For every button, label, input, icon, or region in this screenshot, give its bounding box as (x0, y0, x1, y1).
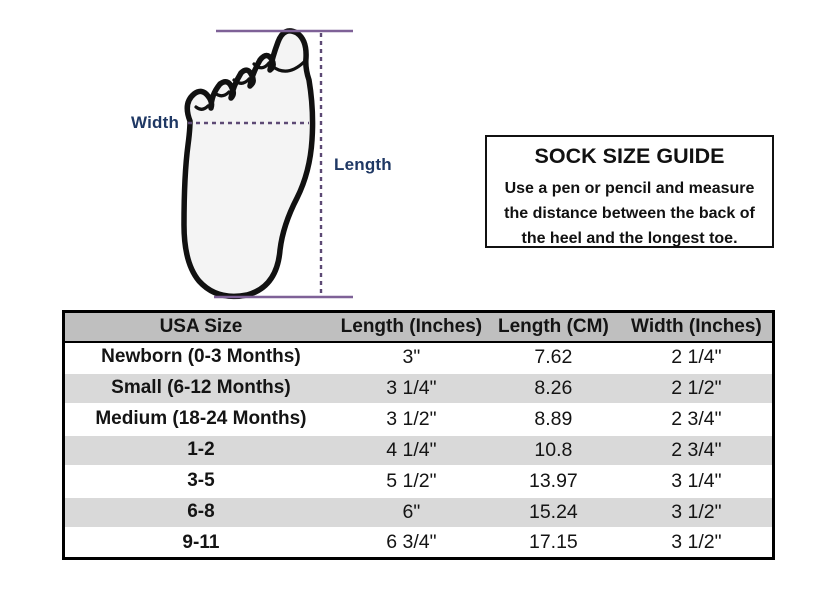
cell-usa-size: Newborn (0-3 Months) (101, 346, 301, 367)
table-header-row: USA Size Length (Inches) Length (CM) Wid… (63, 311, 774, 343)
guide-instruction-line: Use a pen or pencil and measure (504, 180, 755, 197)
toe-crease-fourth (213, 90, 231, 98)
cell-width-inches: 2 3/4" (671, 407, 722, 430)
cell-width-inches: 3 1/2" (671, 531, 722, 554)
foot-outline (181, 28, 316, 300)
cell-width-inches: 3 1/4" (671, 469, 722, 492)
table-row: 1-2 4 1/4" 10.8 2 3/4" (63, 434, 774, 466)
cell-length-cm: 13.97 (528, 469, 578, 492)
table-row: 9-11 6 3/4" 17.15 3 1/2" (63, 527, 774, 559)
width-label: Width (131, 113, 180, 132)
cell-length-cm: 8.89 (534, 407, 573, 430)
length-label: Length (334, 155, 392, 174)
cell-length-inches: 6 3/4" (386, 531, 437, 554)
sock-size-guide-box: SOCK SIZE GUIDE Use a pen or pencil and … (485, 135, 774, 248)
guide-instruction-line: the distance between the back of (504, 205, 755, 222)
table-row: Newborn (0-3 Months) 3" 7.62 2 1/4" (63, 341, 774, 373)
cell-usa-size: 3-5 (187, 470, 215, 491)
col-header-usa-size: USA Size (63, 311, 337, 343)
cell-length-inches: 3 1/4" (386, 376, 437, 399)
cell-length-cm: 15.24 (528, 500, 578, 523)
toe-crease-second (252, 61, 271, 70)
cell-length-inches: 4 1/4" (386, 438, 437, 461)
toe-crease-pinky (194, 104, 210, 111)
cell-length-inches: 3 1/2" (386, 407, 437, 430)
col-header-length-inches: Length (Inches) (336, 311, 486, 343)
toe-crease-middle (232, 77, 251, 85)
cell-width-inches: 2 3/4" (671, 438, 722, 461)
cell-length-inches: 5 1/2" (386, 469, 437, 492)
cell-width-inches: 2 1/2" (671, 376, 722, 399)
cell-usa-size: Small (6-12 Months) (111, 377, 291, 398)
cell-length-inches: 3" (402, 345, 421, 368)
cell-length-inches: 6" (402, 500, 421, 523)
cell-length-cm: 10.8 (534, 438, 573, 461)
guide-instruction-line: the heel and the longest toe. (521, 230, 738, 247)
cell-width-inches: 2 1/4" (671, 345, 722, 368)
cell-usa-size: Medium (18-24 Months) (95, 408, 307, 429)
table-row: Medium (18-24 Months) 3 1/2" 8.89 2 3/4" (63, 403, 774, 435)
table-row: Small (6-12 Months) 3 1/4" 8.26 2 1/2" (63, 372, 774, 404)
guide-title: SOCK SIZE GUIDE (534, 144, 725, 168)
col-header-width-inches: Width (Inches) (620, 311, 774, 343)
table-row: 6-8 6" 15.24 3 1/2" (63, 496, 774, 528)
cell-length-cm: 7.62 (534, 345, 573, 368)
toe-crease-big (270, 60, 306, 73)
cell-length-cm: 8.26 (534, 376, 573, 399)
cell-usa-size: 6-8 (187, 501, 215, 522)
cell-usa-size: 9-11 (182, 531, 220, 553)
cell-width-inches: 3 1/2" (671, 500, 722, 523)
cell-usa-size: 1-2 (187, 439, 215, 460)
col-header-length-cm: Length (CM) (485, 311, 621, 343)
sock-size-table: USA Size Length (Inches) Length (CM) Wid… (62, 310, 775, 560)
table-row: 3-5 5 1/2" 13.97 3 1/4" (63, 465, 774, 497)
cell-length-cm: 17.15 (528, 531, 578, 554)
